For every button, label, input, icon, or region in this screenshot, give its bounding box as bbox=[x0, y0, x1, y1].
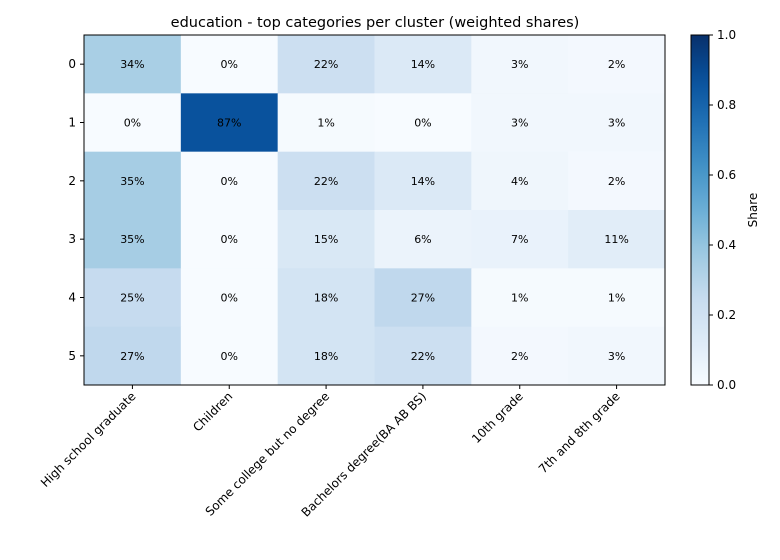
cell-value-label: 3% bbox=[511, 117, 528, 130]
y-tick-label: 2 bbox=[68, 174, 76, 188]
cell-value-label: 1% bbox=[608, 292, 625, 305]
heatmap-cell bbox=[374, 35, 472, 94]
y-tick-label: 0 bbox=[68, 57, 76, 71]
heatmap-cell bbox=[568, 210, 666, 269]
cell-value-label: 0% bbox=[221, 350, 238, 363]
cell-value-label: 3% bbox=[511, 58, 528, 71]
cell-value-label: 1% bbox=[511, 292, 528, 305]
x-tick-label: 10th grade bbox=[469, 389, 526, 446]
heatmap-cell bbox=[374, 151, 472, 211]
colorbar-bar bbox=[690, 34, 710, 386]
cell-value-label: 0% bbox=[221, 292, 238, 305]
y-tick-label: 5 bbox=[68, 349, 76, 363]
cell-value-label: 87% bbox=[217, 117, 241, 130]
heatmap-cell bbox=[84, 326, 182, 386]
cell-value-label: 22% bbox=[411, 350, 435, 363]
cell-value-label: 14% bbox=[411, 175, 435, 188]
heatmap-cell bbox=[471, 151, 569, 211]
cell-value-label: 34% bbox=[120, 58, 144, 71]
heatmap-cell bbox=[180, 210, 279, 269]
heatmap-cell bbox=[180, 268, 279, 328]
cell-value-label: 15% bbox=[314, 233, 338, 246]
y-tick-label: 1 bbox=[68, 116, 76, 130]
colorbar-tick-label: 0.6 bbox=[717, 168, 736, 182]
cell-value-label: 27% bbox=[120, 350, 144, 363]
colorbar-tick-label: 0.4 bbox=[717, 238, 736, 252]
heatmap-cells bbox=[84, 35, 666, 386]
cell-value-label: 22% bbox=[314, 58, 338, 71]
cell-value-label: 0% bbox=[221, 175, 238, 188]
cell-value-label: 1% bbox=[317, 117, 334, 130]
colorbar-tick-label: 0.0 bbox=[717, 378, 736, 392]
cell-value-label: 14% bbox=[411, 58, 435, 71]
cell-value-label: 2% bbox=[511, 350, 528, 363]
y-tick-label: 3 bbox=[68, 232, 76, 246]
heatmap-cell-labels: 34% 0% 22% 14% 3% 2% 0% 87% 1% 0% 3% 3% 35% 0% 22% 14% 4… bbox=[120, 58, 629, 363]
cell-value-label: 0% bbox=[414, 117, 431, 130]
heatmap-cell bbox=[277, 93, 375, 153]
heatmap-cell bbox=[374, 93, 472, 153]
heatmap-cell bbox=[568, 268, 666, 328]
heatmap-cell bbox=[277, 210, 375, 269]
heatmap-cell bbox=[277, 268, 375, 328]
plot-frame bbox=[83, 34, 666, 386]
cell-value-label: 0% bbox=[221, 58, 238, 71]
colorbar: 0.0 0.2 0.4 0.6 0.8 1.0 Share bbox=[690, 28, 760, 392]
cell-value-label: 27% bbox=[411, 292, 435, 305]
cell-value-label: 2% bbox=[608, 58, 625, 71]
heatmap-cell bbox=[374, 210, 472, 269]
heatmap-cell bbox=[277, 35, 375, 94]
heatmap-cell bbox=[568, 151, 666, 211]
heatmap-cell bbox=[471, 210, 569, 269]
heatmap-cell bbox=[374, 268, 472, 328]
y-axis-ticks: 0 1 2 3 4 5 bbox=[68, 57, 84, 363]
cell-value-label: 4% bbox=[511, 175, 528, 188]
cell-value-label: 7% bbox=[511, 233, 528, 246]
cell-value-label: 0% bbox=[221, 233, 238, 246]
x-tick-label: High school graduate bbox=[38, 389, 139, 490]
cell-value-label: 3% bbox=[608, 350, 625, 363]
heatmap-cell bbox=[180, 93, 279, 153]
heatmap-cell bbox=[471, 35, 569, 94]
heatmap-cell bbox=[84, 268, 182, 328]
cell-value-label: 25% bbox=[120, 292, 144, 305]
cell-value-label: 18% bbox=[314, 292, 338, 305]
cell-value-label: 18% bbox=[314, 350, 338, 363]
chart-title: education - top categories per cluster (… bbox=[171, 15, 580, 31]
cell-value-label: 0% bbox=[124, 117, 141, 130]
cell-value-label: 3% bbox=[608, 117, 625, 130]
cell-value-label: 22% bbox=[314, 175, 338, 188]
heatmap-cell bbox=[84, 93, 182, 153]
heatmap-cell bbox=[84, 35, 182, 94]
heatmap-cell bbox=[374, 326, 472, 386]
heatmap-cell bbox=[471, 93, 569, 153]
heatmap-cell bbox=[180, 326, 279, 386]
x-tick-label: 7th and 8th grade bbox=[536, 389, 623, 476]
heatmap-cell bbox=[568, 93, 666, 153]
heatmap-cell bbox=[277, 151, 375, 211]
colorbar-label: Share bbox=[746, 193, 760, 228]
heatmap-cell bbox=[84, 210, 182, 269]
cell-value-label: 6% bbox=[414, 233, 431, 246]
heatmap-cell bbox=[471, 326, 569, 386]
y-tick-label: 4 bbox=[68, 291, 76, 305]
heatmap-cell bbox=[568, 326, 666, 386]
x-tick-label: Children bbox=[190, 389, 235, 434]
colorbar-tick-label: 0.2 bbox=[717, 308, 736, 322]
heatmap-cell bbox=[568, 35, 666, 94]
heatmap-cell bbox=[277, 326, 375, 386]
cell-value-label: 2% bbox=[608, 175, 625, 188]
cell-value-label: 11% bbox=[604, 233, 628, 246]
heatmap-cell bbox=[180, 151, 279, 211]
heatmap-cell bbox=[84, 151, 182, 211]
heatmap-cell bbox=[180, 35, 279, 94]
heatmap-cell bbox=[471, 268, 569, 328]
colorbar-tick-label: 0.8 bbox=[717, 98, 736, 112]
colorbar-tick-label: 1.0 bbox=[717, 28, 736, 42]
cell-value-label: 35% bbox=[120, 233, 144, 246]
cell-value-label: 35% bbox=[120, 175, 144, 188]
